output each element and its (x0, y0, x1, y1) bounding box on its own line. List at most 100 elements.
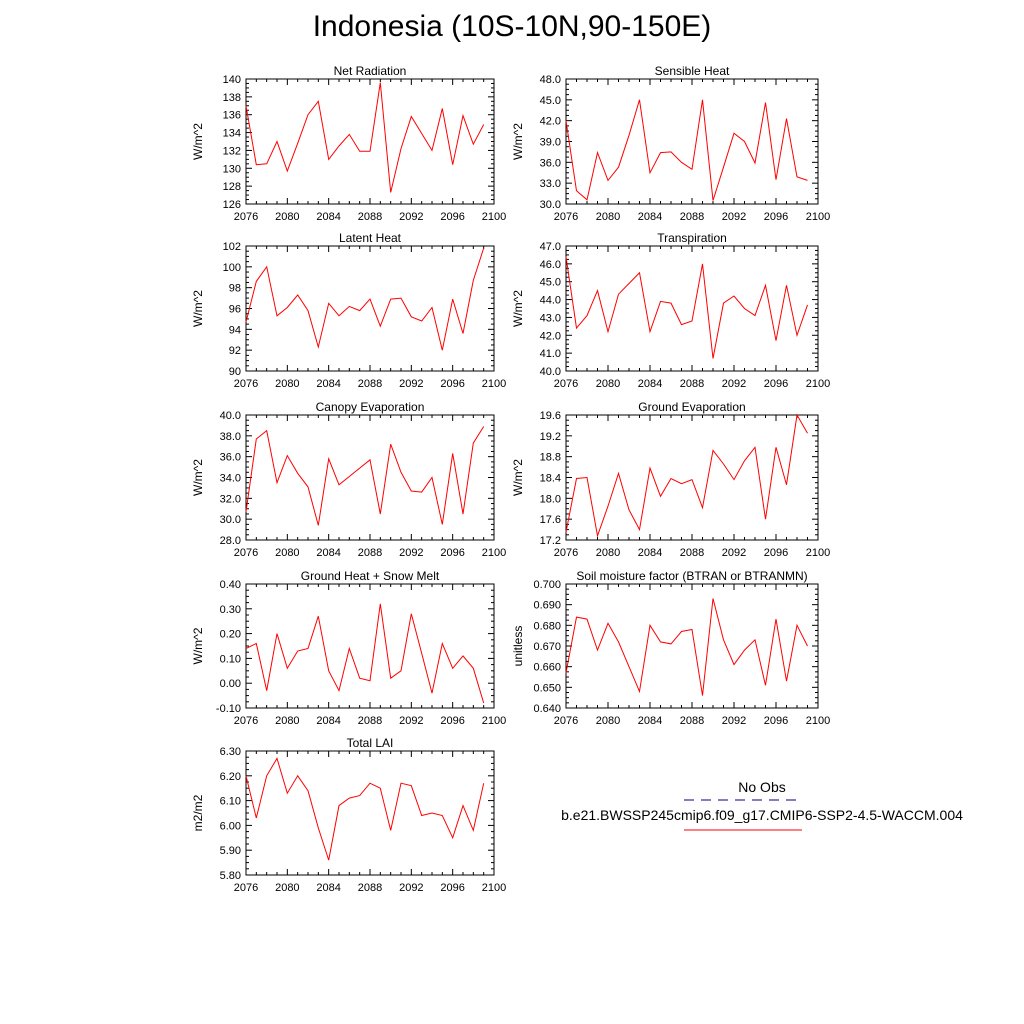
y-tick-label: 0.690 (533, 600, 561, 612)
y-tick-label: 0.640 (533, 703, 561, 715)
y-tick-label: 40.0 (220, 410, 241, 422)
y-tick-label: 17.2 (540, 535, 561, 547)
y-tick-label: 136 (223, 110, 241, 122)
x-tick-label: 2096 (440, 547, 464, 559)
x-tick-label: 2096 (440, 378, 464, 390)
y-tick-label: 128 (223, 181, 241, 193)
y-tick-label: 130 (223, 163, 241, 175)
x-tick-label: 2096 (440, 882, 464, 894)
chart-panel-3: Latent Heat W/m^2 2076 2080 2084 2088 2092 2096… (191, 231, 506, 390)
x-tick-label: 2092 (399, 715, 423, 727)
y-tick-label: 44.0 (540, 295, 561, 307)
panel-title: Ground Evaporation (638, 400, 745, 414)
y-tick-label: 36.0 (220, 452, 241, 464)
chart-panel-5: Canopy Evaporation W/m^2 2076 2080 2084 2088 2… (191, 400, 506, 559)
y-tick-label: 102 (223, 241, 241, 253)
y-axis-label: W/m^2 (191, 459, 205, 496)
y-tick-label: 138 (223, 92, 241, 104)
x-tick-label: 2080 (275, 378, 299, 390)
y-axis-label: W/m^2 (511, 459, 525, 496)
series-line (565, 99, 808, 201)
x-tick-label: 2084 (316, 211, 340, 223)
y-tick-label: 6.30 (220, 746, 241, 758)
y-tick-label: 42.0 (540, 330, 561, 342)
x-tick-label: 2092 (399, 882, 423, 894)
x-tick-label: 2096 (764, 715, 788, 727)
x-tick-label: 2084 (638, 547, 662, 559)
y-tick-label: 45.0 (540, 277, 561, 289)
x-tick-label: 2092 (722, 547, 746, 559)
y-tick-label: 19.2 (540, 431, 561, 443)
y-tick-label: 90 (229, 366, 241, 378)
x-tick-label: 2084 (638, 211, 662, 223)
x-tick-label: 2080 (275, 547, 299, 559)
y-tick-label: 94 (229, 324, 241, 336)
x-tick-label: 2088 (680, 211, 704, 223)
y-tick-label: 0.670 (533, 641, 561, 653)
x-tick-label: 2092 (722, 715, 746, 727)
y-axis-label: W/m^2 (511, 290, 525, 327)
x-tick-label: 2092 (399, 378, 423, 390)
y-tick-label: 96 (229, 304, 241, 316)
y-tick-label: 0.650 (533, 682, 561, 694)
x-tick-label: 2076 (234, 882, 258, 894)
y-tick-label: -0.10 (216, 703, 241, 715)
panel-title: Transpiration (657, 231, 727, 245)
y-tick-label: 0.20 (220, 629, 241, 641)
x-tick-label: 2088 (680, 378, 704, 390)
x-tick-label: 2092 (399, 547, 423, 559)
y-axis-label: unitless (511, 626, 525, 667)
x-tick-label: 2092 (722, 378, 746, 390)
x-tick-label: 2080 (596, 211, 620, 223)
x-tick-label: 2096 (764, 378, 788, 390)
chart-panel-9: Total LAI m2/m2 2076 2080 2084 2088 2092 2096 21… (191, 736, 506, 894)
series-line (565, 413, 808, 538)
y-tick-label: 30.0 (220, 514, 241, 526)
y-tick-label: 42.0 (540, 116, 561, 128)
y-axis-label: m2/m2 (191, 794, 205, 831)
x-tick-label: 2100 (482, 715, 506, 727)
plot-frame (245, 750, 495, 876)
x-tick-label: 2080 (275, 715, 299, 727)
x-tick-label: 2084 (638, 715, 662, 727)
y-tick-label: 140 (223, 74, 241, 86)
panel-title: Latent Heat (339, 231, 402, 245)
x-tick-label: 2080 (596, 547, 620, 559)
x-tick-label: 2096 (764, 547, 788, 559)
y-tick-label: 98 (229, 283, 241, 295)
chart-panel-8: Soil moisture factor (BTRAN or BTRANMN) u… (511, 569, 830, 727)
x-tick-label: 2080 (275, 882, 299, 894)
legend-obs-label: No Obs (738, 779, 786, 795)
legend-model-line (684, 829, 802, 831)
series-line (245, 603, 485, 704)
legend-model-label: b.e21.BWSSP245cmip6.f09_g17.CMIP6-SSP2-4… (561, 807, 963, 823)
x-tick-label: 2084 (316, 882, 340, 894)
series-line (245, 426, 485, 526)
x-tick-label: 2084 (638, 378, 662, 390)
x-tick-label: 2088 (358, 547, 382, 559)
series-line (245, 247, 485, 351)
x-tick-label: 2100 (806, 211, 830, 223)
x-tick-label: 2100 (482, 211, 506, 223)
x-tick-label: 2096 (440, 211, 464, 223)
y-tick-label: 132 (223, 145, 241, 157)
y-tick-label: 0.700 (533, 579, 561, 591)
legend-obs-line (684, 799, 802, 801)
y-tick-label: 46.0 (540, 259, 561, 271)
plot-frame (565, 414, 819, 541)
y-axis-label: W/m^2 (191, 627, 205, 664)
x-tick-label: 2096 (764, 211, 788, 223)
x-tick-label: 2092 (722, 211, 746, 223)
y-tick-label: 38.0 (220, 431, 241, 443)
y-tick-label: 39.0 (540, 137, 561, 149)
x-tick-label: 2076 (234, 715, 258, 727)
x-tick-label: 2088 (358, 211, 382, 223)
x-tick-label: 2080 (596, 378, 620, 390)
y-tick-label: 6.00 (220, 820, 241, 832)
x-tick-label: 2084 (316, 715, 340, 727)
x-tick-label: 2076 (234, 211, 258, 223)
x-tick-label: 2092 (399, 211, 423, 223)
y-tick-label: 0.00 (220, 678, 241, 690)
x-tick-label: 2100 (806, 715, 830, 727)
